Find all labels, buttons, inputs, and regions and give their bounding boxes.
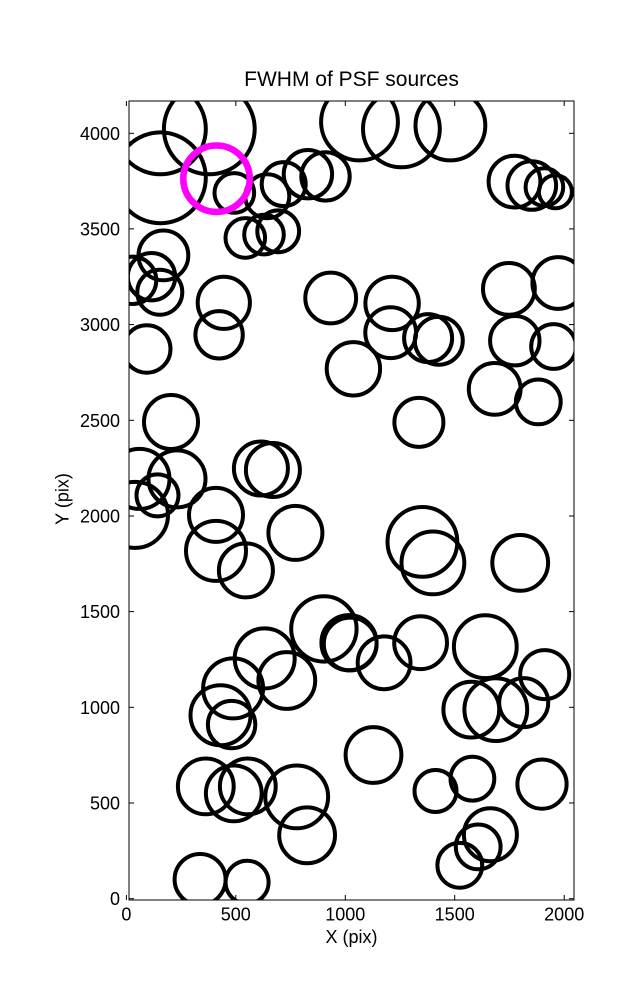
svg-text:500: 500: [90, 794, 120, 814]
svg-text:1500: 1500: [435, 905, 475, 925]
svg-text:2500: 2500: [80, 411, 120, 431]
svg-text:4000: 4000: [80, 124, 120, 144]
svg-text:1000: 1000: [80, 698, 120, 718]
svg-text:2000: 2000: [544, 905, 584, 925]
svg-text:3000: 3000: [80, 315, 120, 335]
svg-text:1500: 1500: [80, 602, 120, 622]
svg-text:0: 0: [121, 905, 131, 925]
svg-text:500: 500: [221, 905, 251, 925]
svg-text:1000: 1000: [325, 905, 365, 925]
svg-text:2000: 2000: [80, 507, 120, 527]
svg-text:3500: 3500: [80, 219, 120, 239]
svg-text:0: 0: [110, 889, 120, 909]
